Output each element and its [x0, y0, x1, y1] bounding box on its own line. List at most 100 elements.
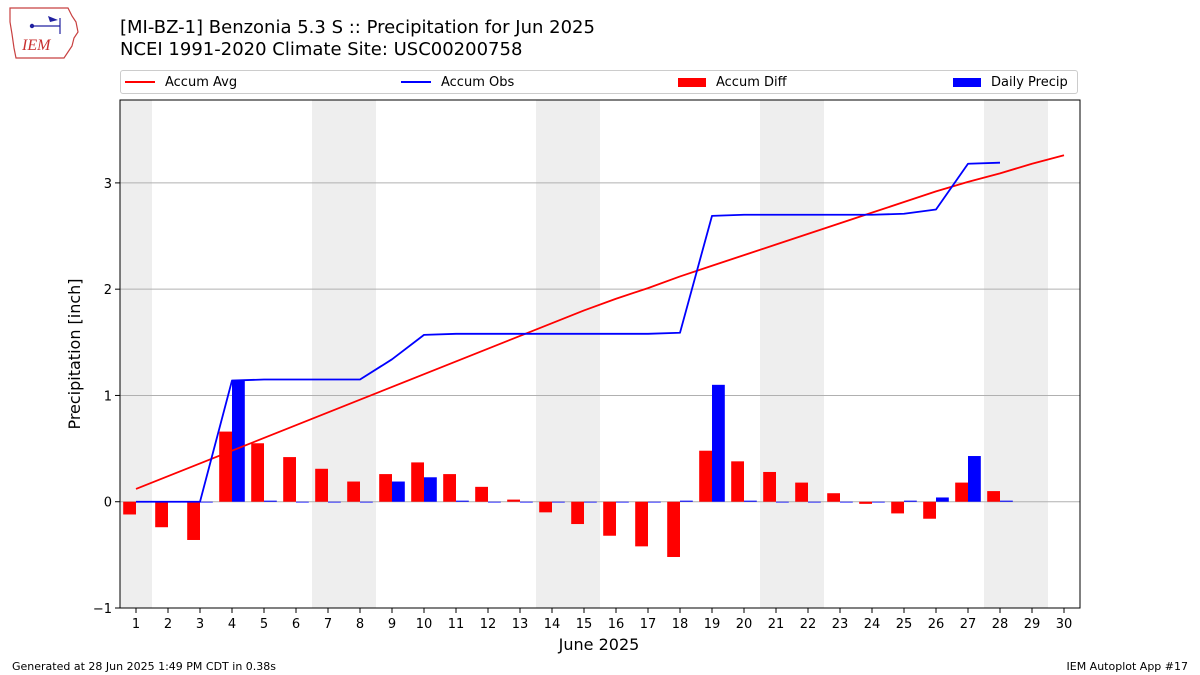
x-tick-label-21: 21: [768, 617, 785, 632]
bar-marks: [123, 380, 1013, 557]
x-axis-label: June 2025: [558, 635, 640, 654]
shaded-day-29: [1016, 100, 1048, 608]
bar-accum-diff-day-21: [763, 471, 776, 502]
line-accum-avg: [135, 154, 1065, 490]
bar-daily-precip-day-11: [456, 500, 469, 502]
bar-daily-precip-day-18: [680, 500, 693, 502]
x-tick-label-22: 22: [800, 617, 817, 632]
bar-accum-diff-day-27: [955, 482, 968, 502]
chart-title: [MI-BZ-1] Benzonia 5.3 S :: Precipitatio…: [120, 17, 595, 38]
bar-accum-diff-day-28: [987, 491, 1000, 502]
legend-label-daily-precip: Daily Precip: [991, 74, 1068, 90]
bar-daily-precip-day-17: [648, 501, 661, 503]
bar-daily-precip-day-5: [264, 500, 277, 502]
bar-accum-diff-day-6: [283, 457, 296, 502]
bar-accum-diff-day-9: [379, 474, 392, 502]
bar-accum-diff-day-24: [859, 501, 872, 504]
legend-label-accum-diff: Accum Diff: [716, 74, 787, 90]
bar-daily-precip-day-21: [776, 501, 789, 503]
legend-item-accum-obs: Accum Obs: [401, 71, 514, 93]
x-tick-label-27: 27: [960, 617, 977, 632]
bar-daily-precip-day-26: [936, 497, 949, 502]
bar-accum-diff-day-13: [507, 499, 520, 502]
bar-daily-precip-day-9: [392, 481, 405, 502]
bar-daily-precip-day-16: [616, 501, 629, 503]
legend-swatch-daily-precip: [953, 77, 981, 87]
legend-item-accum-avg: Accum Avg: [125, 71, 237, 93]
x-tick-label-23: 23: [832, 617, 849, 632]
shaded-day-28: [984, 100, 1016, 608]
bar-accum-diff-day-8: [347, 481, 360, 502]
x-tick-label-9: 9: [388, 617, 396, 632]
weekend-shading: [120, 100, 1048, 608]
y-tick-label-0: 0: [104, 496, 112, 511]
bar-daily-precip-day-25: [904, 500, 917, 502]
bar-accum-diff-day-5: [251, 443, 264, 502]
bar-accum-diff-day-19: [699, 450, 712, 502]
bar-accum-diff-day-17: [635, 501, 648, 547]
y-tick-label--1: −1: [93, 602, 112, 617]
bar-daily-precip-day-6: [296, 501, 309, 503]
x-tick-label-16: 16: [608, 617, 625, 632]
x-tick-label-28: 28: [992, 617, 1009, 632]
y-tick-label-1: 1: [104, 389, 112, 404]
shaded-day-22: [792, 100, 824, 608]
bar-accum-diff-day-2: [155, 501, 168, 528]
bar-daily-precip-day-8: [360, 501, 373, 503]
line-accum-obs: [136, 161, 1001, 503]
bar-accum-diff-day-14: [539, 501, 552, 513]
x-tick-label-5: 5: [260, 617, 268, 632]
chart-legend: Accum Avg Accum Obs Accum Diff Daily Pre…: [120, 70, 1078, 94]
x-tick-label-26: 26: [928, 617, 945, 632]
x-tick-label-10: 10: [416, 617, 433, 632]
app-credit: IEM Autoplot App #17: [1066, 660, 1189, 673]
x-tick-label-8: 8: [356, 617, 364, 632]
plot-frame: [119, 99, 1081, 609]
legend-swatch-accum-diff: [678, 77, 706, 87]
bar-accum-diff-day-25: [891, 501, 904, 514]
legend-item-accum-diff: Accum Diff: [678, 71, 787, 93]
bar-accum-diff-day-20: [731, 461, 744, 502]
bar-accum-diff-day-23: [827, 493, 840, 502]
bar-accum-diff-day-16: [603, 501, 616, 536]
x-tick-label-13: 13: [512, 617, 529, 632]
bar-daily-precip-day-4: [232, 380, 245, 502]
bar-daily-precip-day-7: [328, 501, 341, 503]
iem-logo: IEM: [6, 4, 82, 60]
x-tick-label-1: 1: [132, 617, 140, 632]
y-tick-label-2: 2: [104, 283, 112, 298]
x-tick-label-14: 14: [544, 617, 561, 632]
shaded-day-21: [760, 100, 792, 608]
y-axis-label: Precipitation [inch]: [65, 278, 84, 429]
shaded-day-7: [312, 100, 344, 608]
line-marks: [135, 154, 1065, 503]
bar-accum-diff-day-22: [795, 482, 808, 502]
iowa-outline-icon: [9, 7, 79, 59]
bar-daily-precip-day-28: [1000, 500, 1013, 502]
generated-timestamp: Generated at 28 Jun 2025 1:49 PM CDT in …: [12, 660, 277, 673]
bar-accum-diff-day-11: [443, 474, 456, 502]
legend-item-daily-precip: Daily Precip: [953, 71, 1068, 93]
bar-accum-diff-day-26: [923, 501, 936, 519]
x-tick-label-30: 30: [1056, 617, 1073, 632]
bar-accum-diff-day-10: [411, 462, 424, 502]
x-tick-label-24: 24: [864, 617, 881, 632]
bar-accum-diff-day-15: [571, 501, 584, 525]
shaded-day-14: [536, 100, 568, 608]
bar-daily-precip-day-23: [840, 501, 853, 503]
shaded-day-1: [120, 100, 152, 608]
legend-swatch-accum-avg: [125, 81, 155, 83]
bar-daily-precip-day-3: [200, 501, 213, 503]
x-tick-label-4: 4: [228, 617, 236, 632]
bar-daily-precip-day-19: [712, 384, 725, 502]
shaded-day-15: [568, 100, 600, 608]
bar-accum-diff-day-1: [123, 501, 136, 515]
bar-daily-precip-day-14: [552, 501, 565, 503]
legend-label-accum-obs: Accum Obs: [441, 74, 515, 90]
x-tick-label-15: 15: [576, 617, 593, 632]
bar-daily-precip-day-13: [520, 501, 533, 503]
x-tick-label-29: 29: [1024, 617, 1041, 632]
bar-daily-precip-day-12: [488, 501, 501, 503]
